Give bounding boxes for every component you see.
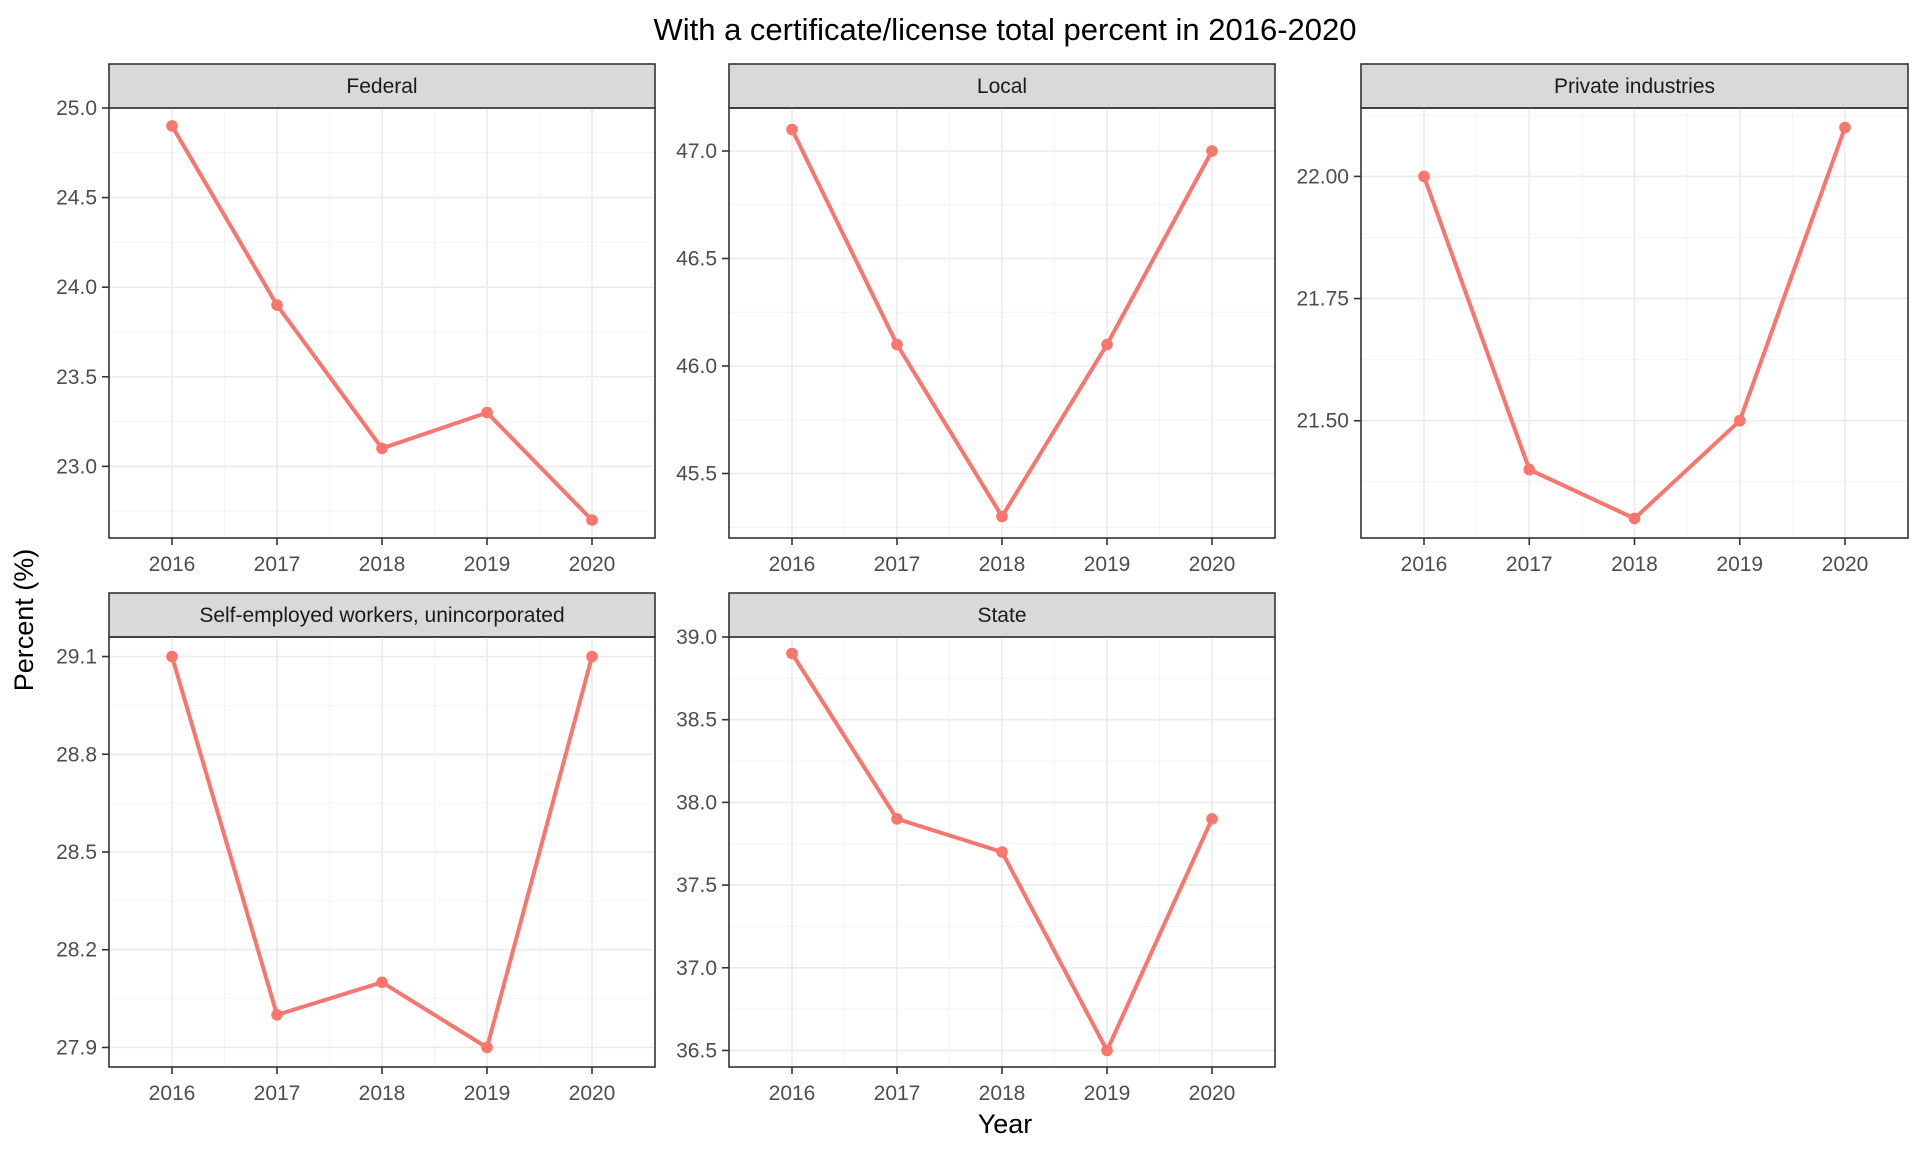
y-tick-label: 21.50 <box>1296 410 1349 433</box>
x-tick-label: 2016 <box>149 553 196 576</box>
data-point <box>376 442 388 455</box>
y-tick-label: 28.8 <box>56 743 97 766</box>
facet-panels: Federal 23.0 23.5 24.0 24.5 25.0 2016 2017 2018 2… <box>56 63 1909 1105</box>
x-tick-label: 2019 <box>1084 553 1131 576</box>
x-tick-label: 2020 <box>1189 553 1236 576</box>
y-tick-label: 39.0 <box>676 626 717 649</box>
y-tick-label: 28.5 <box>56 841 97 864</box>
x-tick-label: 2020 <box>1822 553 1869 576</box>
data-point <box>1206 145 1218 157</box>
x-tick-label: 2019 <box>464 553 511 576</box>
x-tick-label: 2017 <box>254 1082 301 1105</box>
facet-panel: Self-employed workers, unincorporated 27.… <box>56 592 656 1105</box>
x-tick-label: 2017 <box>254 553 301 576</box>
y-tick-label: 24.5 <box>56 187 97 210</box>
x-tick-label: 2016 <box>769 553 816 576</box>
y-tick-label: 25.0 <box>56 97 97 120</box>
facet-strip-label: Federal <box>346 75 417 98</box>
facet-strip-local <box>728 63 1276 109</box>
data-point <box>271 1009 283 1021</box>
x-tick-label: 2020 <box>1189 1082 1236 1105</box>
x-tick-label: 2016 <box>1401 553 1448 576</box>
x-tick-label: 2018 <box>979 553 1026 576</box>
y-tick-label: 46.5 <box>676 248 717 271</box>
data-point <box>481 406 493 419</box>
x-tick-label: 2019 <box>1084 1082 1131 1105</box>
panel-border <box>728 636 1276 1068</box>
chart-title: With a certificate/license total percent… <box>653 12 1356 47</box>
facet-panel: Federal 23.0 23.5 24.0 24.5 25.0 2016 2017 2018 2… <box>56 63 656 576</box>
data-point <box>166 650 178 663</box>
data-point <box>271 299 283 311</box>
y-tick-label: 23.0 <box>56 455 97 478</box>
data-point <box>1733 414 1746 427</box>
x-tick-label: 2019 <box>464 1082 511 1105</box>
x-axis-title: Year <box>978 1109 1033 1139</box>
x-tick-label: 2016 <box>769 1082 816 1105</box>
data-point <box>166 120 178 132</box>
data-point <box>786 647 798 660</box>
panel-border <box>728 107 1276 539</box>
data-point <box>996 846 1008 858</box>
y-tick-label: 47.0 <box>676 140 717 163</box>
x-tick-label: 2016 <box>149 1082 196 1105</box>
data-point <box>586 514 598 526</box>
y-tick-label: 23.5 <box>56 366 97 389</box>
data-point <box>786 123 798 136</box>
data-point <box>996 510 1008 523</box>
facet-strip-label: Local <box>977 75 1027 98</box>
x-tick-label: 2018 <box>359 1082 406 1105</box>
y-tick-label: 38.0 <box>676 791 717 814</box>
x-tick-label: 2017 <box>1506 553 1553 576</box>
data-point <box>1206 813 1218 825</box>
data-point <box>481 1041 493 1054</box>
panel-border <box>108 636 656 1068</box>
y-tick-label: 37.5 <box>676 874 717 897</box>
x-tick-label: 2019 <box>1716 553 1763 576</box>
data-point <box>891 813 903 825</box>
x-tick-label: 2018 <box>1611 553 1658 576</box>
x-tick-label: 2018 <box>359 553 406 576</box>
panel-border <box>1360 107 1909 539</box>
x-tick-label: 2020 <box>569 553 616 576</box>
data-point <box>1523 463 1536 476</box>
y-tick-label: 38.5 <box>676 709 717 732</box>
y-tick-label: 28.2 <box>56 939 97 962</box>
y-tick-label: 46.0 <box>676 355 717 378</box>
y-tick-label: 22.00 <box>1296 165 1349 188</box>
facet-panel: Local 45.5 46.0 46.5 47.0 2016 2017 2018 2019 202… <box>676 63 1276 576</box>
y-axis-title: Percent (%) <box>9 549 39 692</box>
facet-panel: State 36.5 37.0 37.5 38.0 38.5 39.0 2016 2017 201… <box>676 592 1276 1105</box>
x-tick-label: 2017 <box>874 1082 921 1105</box>
y-tick-label: 27.9 <box>56 1036 97 1059</box>
x-tick-label: 2018 <box>979 1082 1026 1105</box>
data-point <box>586 650 598 663</box>
x-tick-label: 2017 <box>874 553 921 576</box>
y-tick-label: 45.5 <box>676 463 717 486</box>
y-tick-label: 29.1 <box>56 646 97 669</box>
data-point <box>1839 121 1851 134</box>
facet-panel: Private industries 21.50 21.75 22.00 2016 201… <box>1296 63 1909 576</box>
x-tick-label: 2020 <box>569 1082 616 1105</box>
y-tick-label: 21.75 <box>1296 288 1349 311</box>
y-tick-label: 36.5 <box>676 1039 717 1062</box>
facet-strip-label: State <box>977 604 1026 627</box>
data-point <box>376 976 388 989</box>
facet-strip-label: Private industries <box>1554 75 1715 98</box>
data-point <box>891 338 903 351</box>
data-point <box>1101 1044 1113 1057</box>
data-point <box>1101 338 1113 351</box>
y-tick-label: 37.0 <box>676 957 717 980</box>
y-tick-label: 24.0 <box>56 276 97 299</box>
data-point <box>1418 170 1430 183</box>
panel-border <box>108 107 656 539</box>
data-point <box>1628 512 1641 525</box>
facet-strip-federal <box>108 63 656 109</box>
facet-strip-label: Self-employed workers, unincorporated <box>199 604 564 627</box>
